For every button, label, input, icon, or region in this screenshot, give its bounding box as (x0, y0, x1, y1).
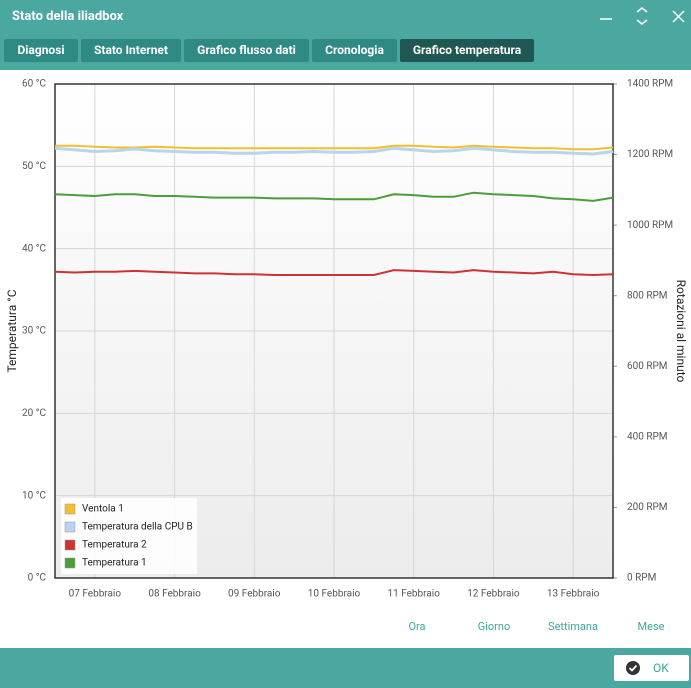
collapse-button[interactable] (636, 19, 648, 25)
y-tick-label: 40 °C (22, 243, 46, 254)
y2-tick-label: 1000 RPM (627, 220, 673, 231)
legend-label: Temperatura della CPU B (82, 522, 193, 533)
y-tick-label: 30 °C (22, 326, 46, 337)
legend-label: Temperatura 1 (82, 558, 147, 569)
range-button[interactable]: Giorno (478, 620, 511, 633)
y-axis-title: Temperatura °C (5, 289, 19, 372)
x-tick-label: 11 Febbraio (387, 589, 440, 600)
y2-tick-label: 0 RPM (627, 573, 656, 584)
close-button[interactable] (672, 10, 685, 23)
y-tick-label: 10 °C (22, 490, 46, 501)
y2-axis-title: Rotazioni al minuto (674, 280, 688, 383)
ok-icon (626, 661, 640, 675)
window-controls (600, 7, 685, 25)
series-line (55, 144, 614, 151)
title-bar: Stato della iliadbox (0, 0, 691, 35)
tab[interactable]: Diagnosi (4, 39, 78, 62)
y-tick-label: 0 °C (28, 573, 47, 584)
legend-swatch (64, 557, 76, 569)
tab-active[interactable]: Grafico temperatura (400, 39, 534, 62)
tab[interactable]: Stato Internet (81, 39, 181, 62)
tab[interactable]: Grafico flusso dati (184, 39, 309, 62)
legend-label: Ventola 1 (82, 504, 124, 515)
footer: OK (0, 648, 691, 688)
tab[interactable]: Cronologia (312, 39, 397, 62)
expand-button[interactable] (636, 7, 648, 13)
x-tick-label: 13 Febbraio (547, 589, 600, 600)
y2-tick-label: 400 RPM (627, 431, 668, 442)
ok-button[interactable]: OK (614, 655, 689, 681)
legend-box (61, 498, 197, 574)
y2-tick-label: 1400 RPM (627, 79, 673, 90)
x-tick-label: 10 Febbraio (308, 589, 361, 600)
range-button[interactable]: Mese (638, 620, 665, 633)
y2-tick-label: 600 RPM (627, 361, 668, 372)
x-tick-label: 07 Febbraio (69, 589, 122, 600)
series-line (54, 146, 614, 156)
y2-tick-label: 1200 RPM (627, 149, 673, 160)
x-tick-label: 08 Febbraio (148, 589, 201, 600)
series-line (54, 269, 614, 277)
legend-swatch (64, 521, 76, 533)
x-tick-label: 09 Febbraio (228, 589, 281, 600)
ok-label: OK (653, 661, 669, 675)
tab-bar: Diagnosi Stato Internet Grafico flusso d… (0, 35, 691, 70)
legend-swatch (64, 539, 76, 551)
x-tick-label: 12 Febbraio (467, 589, 520, 600)
y2-tick-label: 800 RPM (627, 290, 668, 301)
y-tick-label: 60 °C (22, 79, 46, 90)
chart: Temperatura °C Rotazioni al minuto 0 °C 1… (5, 79, 688, 633)
y-tick-label: 20 °C (22, 408, 46, 419)
series-line (54, 191, 614, 202)
range-button[interactable]: Settimana (548, 620, 598, 633)
legend-swatch (64, 503, 76, 515)
legend-label: Temperatura 2 (82, 540, 147, 551)
y2-tick-label: 200 RPM (627, 502, 668, 513)
window-title: Stato della iliadbox (12, 9, 124, 24)
y-tick-label: 50 °C (22, 161, 46, 172)
range-button[interactable]: Ora (408, 620, 425, 633)
plot-frame (54, 83, 614, 579)
